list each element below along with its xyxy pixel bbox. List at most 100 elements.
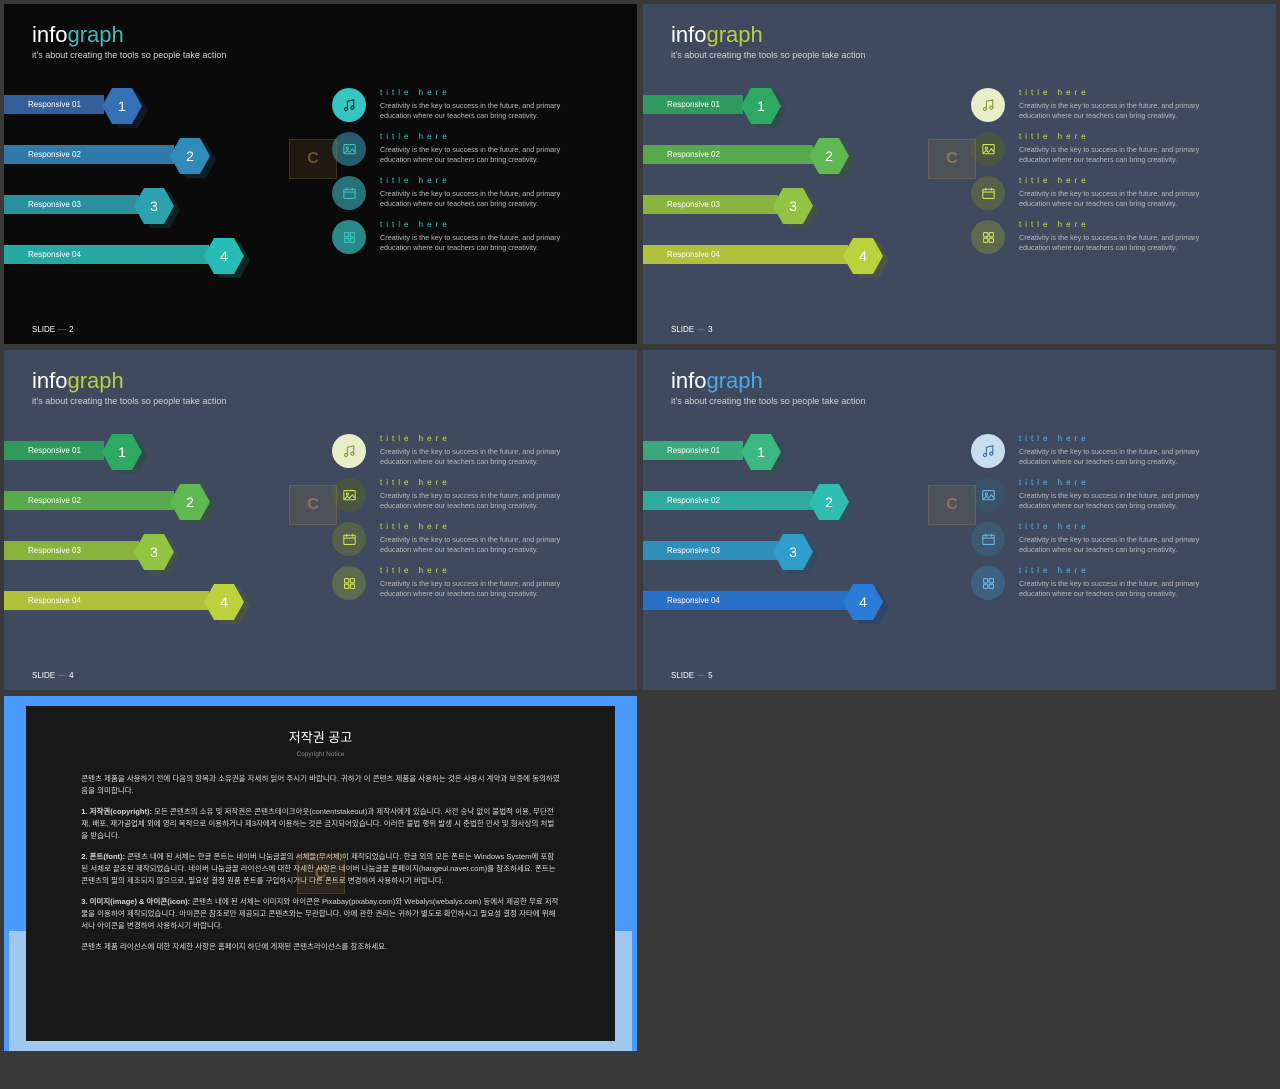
slide-subtitle: it's about creating the tools so people … <box>32 50 609 60</box>
feature-text: title here Creativity is the key to succ… <box>380 434 592 468</box>
feature-text: title here Creativity is the key to succ… <box>1019 434 1231 468</box>
feature-row-3: title here Creativity is the key to succ… <box>971 176 1231 210</box>
slide-subtitle: it's about creating the tools so people … <box>671 50 1248 60</box>
bar-row-1: Responsive 01 1 <box>4 434 274 470</box>
feature-text: title here Creativity is the key to succ… <box>1019 478 1231 512</box>
slide-4: infograph it's about creating the tools … <box>4 350 637 690</box>
bar-row-2: Responsive 02 2 <box>643 484 913 520</box>
feature-row-3: title here Creativity is the key to succ… <box>332 176 592 210</box>
feature-row-3: title here Creativity is the key to succ… <box>971 522 1231 556</box>
watermark-icon: C <box>928 139 976 179</box>
slide-title: infograph <box>671 22 1248 48</box>
music-icon <box>332 88 366 122</box>
feature-row-2: title here Creativity is the key to succ… <box>971 478 1231 512</box>
feature-row-4: title here Creativity is the key to succ… <box>971 566 1231 600</box>
features-column: title here Creativity is the key to succ… <box>332 88 592 288</box>
empty-cell <box>643 696 1276 1051</box>
feature-text: title here Creativity is the key to succ… <box>380 132 592 166</box>
grid-icon <box>971 566 1005 600</box>
feature-row-1: title here Creativity is the key to succ… <box>971 88 1231 122</box>
feature-desc: Creativity is the key to success in the … <box>380 447 592 466</box>
image-icon <box>971 478 1005 512</box>
feature-title: title here <box>380 176 592 187</box>
bar-row-2: Responsive 02 2 <box>4 484 274 520</box>
feature-row-1: title here Creativity is the key to succ… <box>332 434 592 468</box>
feature-desc: Creativity is the key to success in the … <box>1019 233 1231 252</box>
slide-content: Responsive 01 1 Responsive 02 2 Responsi… <box>671 434 1248 634</box>
bar-label: Responsive 02 <box>643 491 813 510</box>
feature-desc: Creativity is the key to success in the … <box>1019 189 1231 208</box>
slide-5: infograph it's about creating the tools … <box>643 350 1276 690</box>
bar-label: Responsive 03 <box>4 541 139 560</box>
slide-2: infograph it's about creating the tools … <box>4 4 637 344</box>
feature-title: title here <box>1019 220 1231 231</box>
feature-desc: Creativity is the key to success in the … <box>1019 145 1231 164</box>
copyright-para: 콘텐츠 제품 라이선스에 대한 자세한 사항은 홈페이지 하단에 게재된 콘텐츠… <box>81 941 559 953</box>
bar-label: Responsive 04 <box>643 245 848 264</box>
bar-row-1: Responsive 01 1 <box>4 88 274 124</box>
slide-3: infograph it's about creating the tools … <box>643 4 1276 344</box>
slide-title: infograph <box>32 368 609 394</box>
slide-content: Responsive 01 1 Responsive 02 2 Responsi… <box>671 88 1248 288</box>
copyright-heading: 저작권 공고 <box>81 728 559 749</box>
copyright-para: 1. 저작권(copyright): 모든 콘텐츠의 소유 및 저작권은 콘텐츠… <box>81 806 559 842</box>
bar-label: Responsive 04 <box>643 591 848 610</box>
bar-label: Responsive 01 <box>4 441 104 460</box>
bar-label: Responsive 03 <box>643 195 778 214</box>
slide-number: SLIDE—2 <box>32 325 74 334</box>
feature-title: title here <box>1019 522 1231 533</box>
feature-text: title here Creativity is the key to succ… <box>380 478 592 512</box>
bar-label: Responsive 01 <box>643 441 743 460</box>
feature-title: title here <box>1019 88 1231 99</box>
image-icon <box>971 132 1005 166</box>
feature-title: title here <box>380 522 592 533</box>
feature-desc: Creativity is the key to success in the … <box>380 579 592 598</box>
image-icon <box>332 132 366 166</box>
feature-text: title here Creativity is the key to succ… <box>380 220 592 254</box>
slide-subtitle: it's about creating the tools so people … <box>32 396 609 406</box>
feature-text: title here Creativity is the key to succ… <box>380 522 592 556</box>
bar-label: Responsive 03 <box>4 195 139 214</box>
feature-desc: Creativity is the key to success in the … <box>1019 535 1231 554</box>
feature-text: title here Creativity is the key to succ… <box>1019 176 1231 210</box>
bars-column: Responsive 01 1 Responsive 02 2 Responsi… <box>643 88 913 288</box>
grid-icon <box>332 220 366 254</box>
feature-desc: Creativity is the key to success in the … <box>380 145 592 164</box>
bar-row-4: Responsive 04 4 <box>4 584 274 620</box>
feature-row-1: title here Creativity is the key to succ… <box>332 88 592 122</box>
bars-column: Responsive 01 1 Responsive 02 2 Responsi… <box>643 434 913 634</box>
music-icon <box>971 434 1005 468</box>
watermark-icon: C <box>928 485 976 525</box>
features-column: title here Creativity is the key to succ… <box>971 88 1231 288</box>
feature-title: title here <box>1019 478 1231 489</box>
feature-row-3: title here Creativity is the key to succ… <box>332 522 592 556</box>
feature-title: title here <box>380 88 592 99</box>
title-block: infograph it's about creating the tools … <box>671 22 1248 60</box>
calendar-icon <box>971 522 1005 556</box>
features-column: title here Creativity is the key to succ… <box>332 434 592 634</box>
title-block: infograph it's about creating the tools … <box>32 22 609 60</box>
feature-text: title here Creativity is the key to succ… <box>380 566 592 600</box>
bar-label: Responsive 01 <box>4 95 104 114</box>
calendar-icon <box>332 522 366 556</box>
feature-text: title here Creativity is the key to succ… <box>1019 132 1231 166</box>
feature-title: title here <box>380 220 592 231</box>
feature-text: title here Creativity is the key to succ… <box>1019 566 1231 600</box>
title-block: infograph it's about creating the tools … <box>671 368 1248 406</box>
feature-title: title here <box>1019 434 1231 445</box>
feature-desc: Creativity is the key to success in the … <box>1019 447 1231 466</box>
copyright-subheading: Copyright Notice <box>81 750 559 760</box>
bar-row-4: Responsive 04 4 <box>4 238 274 274</box>
bar-label: Responsive 02 <box>643 145 813 164</box>
bar-label: Responsive 03 <box>643 541 778 560</box>
bar-label: Responsive 02 <box>4 145 174 164</box>
copyright-para: 콘텐츠 제품을 사용하기 전에 다음의 항목과 소유권을 자세히 읽어 주시기 … <box>81 773 559 797</box>
feature-row-4: title here Creativity is the key to succ… <box>332 220 592 254</box>
grid-icon <box>332 566 366 600</box>
slide-number: SLIDE—5 <box>671 671 713 680</box>
slide-subtitle: it's about creating the tools so people … <box>671 396 1248 406</box>
bar-label: Responsive 04 <box>4 591 209 610</box>
feature-title: title here <box>380 566 592 577</box>
feature-row-4: title here Creativity is the key to succ… <box>332 566 592 600</box>
feature-desc: Creativity is the key to success in the … <box>380 233 592 252</box>
